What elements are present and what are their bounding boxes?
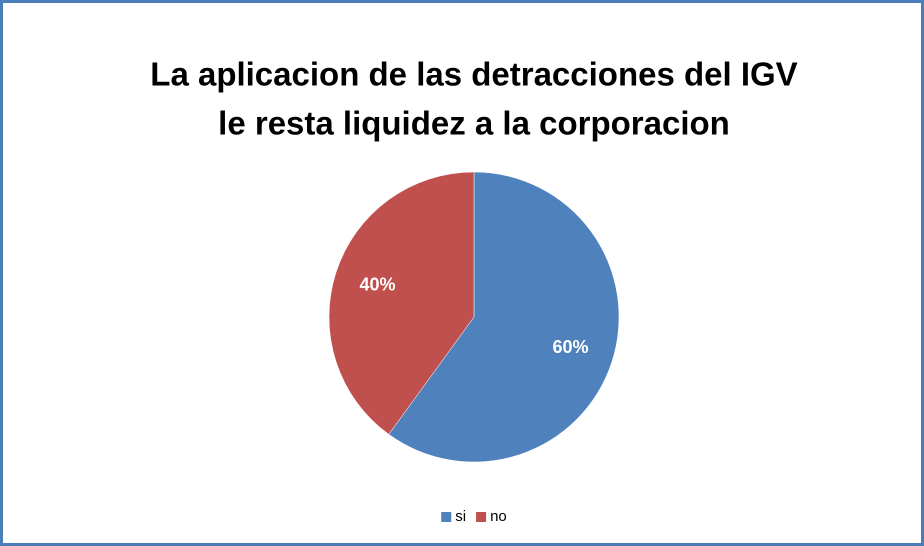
legend-label: si [455, 508, 466, 525]
legend-swatch [476, 512, 487, 522]
chart-title: La aplicacion de las detracciones del IG… [150, 56, 797, 93]
legend-swatch [441, 512, 452, 522]
data-label: 40% [359, 274, 395, 294]
pie-slice [328, 171, 475, 435]
chart-title: le resta liquidez a la corporacion [218, 105, 730, 142]
data-label: 60% [553, 337, 589, 357]
pie-slice [388, 171, 620, 463]
legend-label: no [490, 508, 507, 525]
